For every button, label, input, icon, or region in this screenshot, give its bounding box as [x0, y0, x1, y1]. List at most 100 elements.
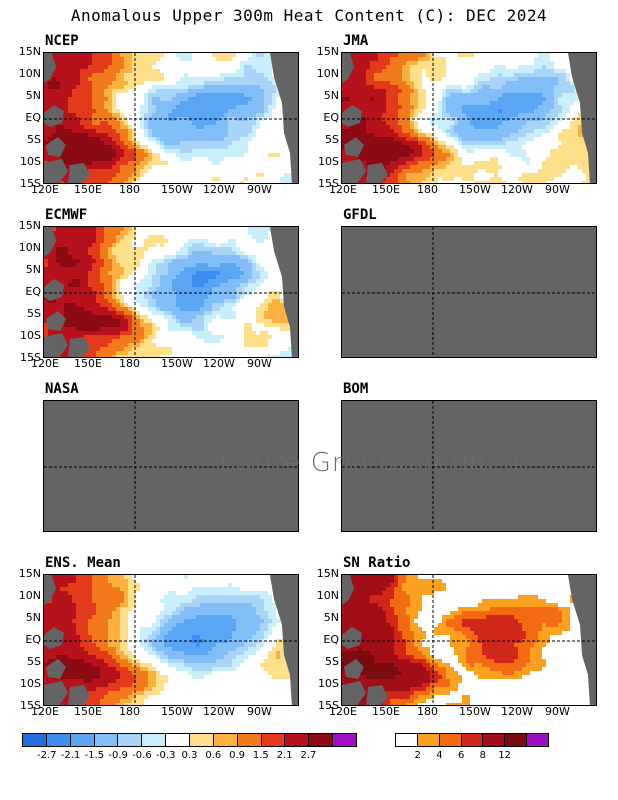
lon-tick-label: 150E: [372, 705, 400, 718]
lon-tick-label: 120E: [329, 183, 357, 196]
panel-title-ncep: NCEP: [45, 33, 79, 49]
lat-tick-label: 15S: [20, 699, 41, 712]
land-mass: [68, 685, 90, 705]
land-mass: [342, 575, 354, 605]
colorbar-swatch: [417, 734, 440, 746]
undefined-grid-message: Entire Grid Undefined: [219, 448, 521, 478]
colorbar-swatch: [213, 734, 238, 746]
colorbar-swatch: [94, 734, 119, 746]
lon-tick-label: 150W: [459, 705, 491, 718]
lon-tick-label: 90W: [247, 705, 272, 718]
panel-ecmwf: [43, 226, 299, 358]
land-mass: [270, 53, 298, 183]
colorbar-swatch: [505, 734, 528, 746]
panel-map-bom: [342, 401, 596, 531]
sn-colorbar: [395, 733, 549, 747]
panel-map-ncep: [44, 53, 298, 183]
panel-jma: [341, 52, 597, 184]
anomaly-colorbar-label: -0.6: [132, 750, 152, 761]
land-mass: [44, 53, 56, 83]
anomaly-colorbar-label: 0.6: [205, 750, 222, 761]
lon-tick-label: 180: [417, 705, 438, 718]
colorbar-swatch: [46, 734, 71, 746]
lat-tick-label: 15N: [18, 45, 41, 58]
colorbar-swatch: [285, 734, 310, 746]
colorbar-swatch: [261, 734, 286, 746]
panel-map-gfdl: [342, 227, 596, 357]
lat-tick-label: 5N: [323, 89, 339, 102]
lat-tick-label: 15N: [316, 45, 339, 58]
lat-tick-label: 5S: [27, 655, 41, 668]
lon-tick-label: 120W: [203, 357, 235, 370]
colorbar-swatch: [439, 734, 462, 746]
chart-title: Anomalous Upper 300m Heat Content (C): D…: [70, 6, 548, 25]
lon-tick-label: 120W: [203, 183, 235, 196]
land-mass: [46, 659, 66, 679]
land-mass: [46, 311, 66, 331]
lat-tick-label: 15S: [318, 177, 339, 190]
land-mass: [46, 137, 66, 157]
panel-map-nasa: [44, 401, 298, 531]
lat-tick-label: EQ: [25, 285, 41, 298]
sn-colorbar-label: 6: [457, 750, 465, 761]
lon-tick-label: 90W: [247, 183, 272, 196]
colorbar-swatch: [23, 734, 47, 746]
undefined-fill: [342, 227, 596, 357]
lat-tick-label: 10N: [18, 589, 41, 602]
land-mass: [44, 159, 68, 183]
land-mass: [44, 279, 64, 301]
land-mass: [342, 105, 362, 127]
panel-bom: [341, 400, 597, 532]
panel-map-ecmwf: [44, 227, 298, 357]
lat-tick-label: 10S: [20, 155, 41, 168]
lat-tick-label: EQ: [25, 633, 41, 646]
lon-tick-label: 150W: [161, 705, 193, 718]
anomaly-colorbar-label: -2.7: [37, 750, 57, 761]
lat-tick-label: 10S: [318, 677, 339, 690]
panel-ncep: [43, 52, 299, 184]
panel-sn: [341, 574, 597, 706]
lat-tick-label: 5N: [25, 89, 41, 102]
panel-title-sn: SN Ratio: [343, 555, 411, 571]
lon-tick-label: 180: [119, 183, 140, 196]
lon-tick-label: 120W: [501, 183, 533, 196]
land-mass: [44, 575, 56, 605]
lat-tick-label: 15S: [318, 699, 339, 712]
lat-tick-label: 15N: [316, 567, 339, 580]
lon-tick-label: 120E: [329, 705, 357, 718]
panel-title-gfdl: GFDL: [343, 207, 377, 223]
lat-tick-label: 5N: [25, 263, 41, 276]
lat-tick-label: 15N: [18, 567, 41, 580]
land-mass: [270, 227, 298, 357]
colorbar-swatch: [396, 734, 418, 746]
land-mass: [44, 627, 64, 649]
lon-tick-label: 150E: [372, 183, 400, 196]
panel-nasa: [43, 400, 299, 532]
lat-tick-label: 5S: [325, 655, 339, 668]
land-mass: [342, 681, 366, 705]
anomaly-colorbar-label: -0.9: [108, 750, 128, 761]
lat-tick-label: 5S: [27, 307, 41, 320]
lon-tick-label: 150W: [161, 357, 193, 370]
lat-tick-label: 5S: [325, 133, 339, 146]
lat-tick-label: 5N: [25, 611, 41, 624]
panel-ens: [43, 574, 299, 706]
lat-tick-label: 10S: [20, 329, 41, 342]
anomaly-colorbar-label: 2.7: [300, 750, 317, 761]
land-mass: [342, 627, 362, 649]
lat-tick-label: 10N: [316, 589, 339, 602]
panel-title-ens: ENS. Mean: [45, 555, 121, 571]
panel-gfdl: [341, 226, 597, 358]
colorbar-swatch: [333, 734, 357, 746]
anomaly-colorbar-label: -0.3: [155, 750, 176, 761]
panel-title-jma: JMA: [343, 33, 369, 49]
anomaly-colorbar-label: 1.5: [252, 750, 269, 761]
colorbar-swatch: [527, 734, 549, 746]
anomaly-colorbar-label: 2.1: [276, 750, 293, 761]
land-mass: [270, 575, 298, 705]
lon-tick-label: 150W: [161, 183, 193, 196]
sn-colorbar-label: 8: [479, 750, 487, 761]
colorbar-swatch: [118, 734, 143, 746]
colorbar-swatch: [237, 734, 262, 746]
lat-tick-label: EQ: [323, 111, 339, 124]
